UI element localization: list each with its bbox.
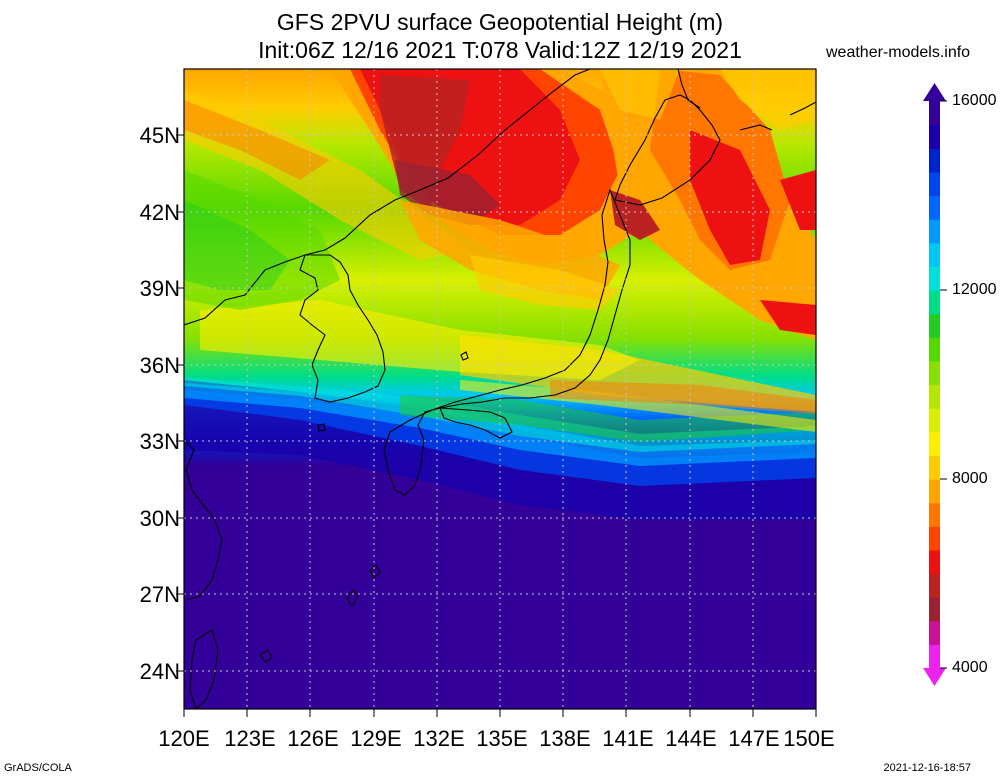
lon-label: 141E	[602, 726, 654, 751]
lat-label: 36N	[139, 353, 180, 378]
colorbar-max-arrow	[923, 83, 946, 101]
lon-label: 144E	[665, 726, 717, 751]
colorbar-swatch	[929, 337, 940, 362]
coastlines	[184, 69, 816, 709]
colorbar-swatch	[929, 290, 940, 315]
colorbar-swatch	[929, 455, 940, 480]
lat-label: 33N	[139, 429, 180, 454]
axis-ticks	[176, 134, 817, 717]
colorbar-ticks	[940, 100, 947, 669]
gridlines	[184, 69, 816, 709]
colorbar-swatch	[929, 408, 940, 433]
colorbar-swatch	[929, 620, 940, 645]
lat-label: 24N	[139, 659, 180, 684]
lon-label: 132E	[413, 726, 465, 751]
map-subtitle: Init:06Z 12/16 2021 T:078 Valid:12Z 12/1…	[258, 37, 742, 63]
lon-label: 150E	[783, 726, 835, 751]
lat-label: 42N	[139, 200, 180, 225]
lat-label: 39N	[139, 276, 180, 301]
colorbar-swatch	[929, 148, 940, 173]
colorbar-swatch	[929, 502, 940, 527]
site-credit: weather-models.info	[826, 44, 971, 61]
colorbar-swatch	[929, 360, 940, 386]
colorbar-swatch	[929, 384, 940, 409]
map-title: GFS 2PVU surface Geopotential Height (m)	[276, 9, 724, 35]
colorbar-swatch	[929, 526, 940, 551]
colorbar-swatch	[929, 195, 940, 220]
colorbar-label: 8000	[952, 470, 988, 487]
colorbar-swatch	[929, 549, 940, 575]
colorbar-swatch	[929, 597, 940, 622]
colorbar-label: 4000	[952, 659, 988, 676]
lon-label: 120E	[158, 726, 210, 751]
footer-software: GrADS/COLA	[4, 762, 72, 774]
colorbar-label: 12000	[952, 281, 997, 298]
lon-label: 129E	[350, 726, 402, 751]
colorbar-min-arrow	[923, 668, 946, 686]
colorbar-swatch	[929, 313, 940, 338]
lat-label: 27N	[139, 582, 180, 607]
lon-label: 138E	[539, 726, 591, 751]
colorbar-label: 16000	[952, 92, 997, 109]
footer-timestamp: 2021-12-16-18:57	[883, 762, 971, 774]
colorbar-swatch	[929, 242, 940, 267]
colorbar-swatch	[929, 644, 940, 669]
lat-label: 45N	[139, 123, 180, 148]
colorbar	[923, 83, 946, 686]
lon-label: 123E	[224, 726, 276, 751]
colorbar-swatch	[929, 171, 940, 197]
lon-label: 135E	[476, 726, 528, 751]
colorbar-swatch	[929, 479, 940, 504]
colorbar-swatch	[929, 266, 940, 291]
colorbar-swatch	[929, 219, 940, 244]
colorbar-swatch	[929, 101, 940, 126]
lon-label: 147E	[728, 726, 780, 751]
height-field	[184, 69, 816, 709]
colorbar-swatch	[929, 431, 940, 456]
lat-label: 30N	[139, 506, 180, 531]
colorbar-swatch	[929, 124, 940, 149]
lon-label: 126E	[287, 726, 339, 751]
colorbar-swatch	[929, 573, 940, 598]
